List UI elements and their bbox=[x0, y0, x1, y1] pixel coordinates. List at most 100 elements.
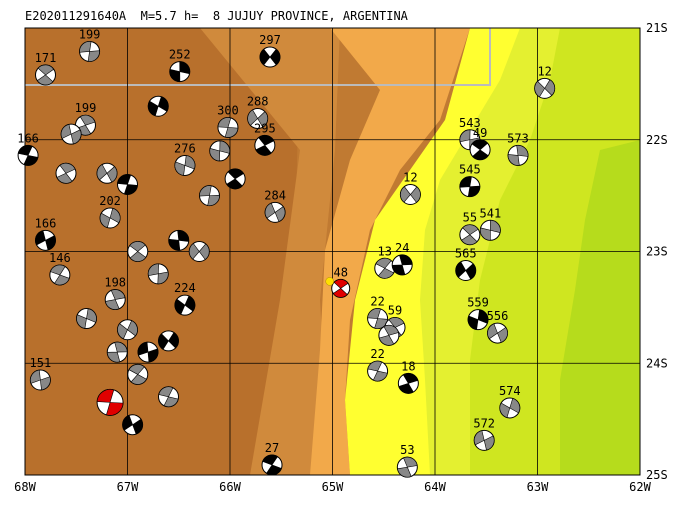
beachball bbox=[378, 324, 400, 346]
compression-quadrant bbox=[96, 389, 124, 416]
beachball: 151 bbox=[30, 356, 51, 391]
compression-quadrant bbox=[147, 96, 169, 117]
beachball bbox=[117, 319, 138, 341]
compression-quadrant bbox=[158, 386, 179, 408]
compression-quadrant bbox=[400, 186, 421, 203]
x-label: 66W bbox=[219, 480, 241, 494]
beachball bbox=[224, 168, 246, 190]
compression-quadrant bbox=[168, 230, 190, 251]
compression-quadrant bbox=[129, 241, 147, 262]
beachball bbox=[55, 162, 77, 184]
compression-quadrant bbox=[30, 369, 51, 391]
depth-label: 24 bbox=[395, 241, 409, 255]
beachball: 199 bbox=[79, 27, 101, 62]
depth-label: 565 bbox=[455, 246, 477, 260]
compression-quadrant bbox=[174, 155, 196, 176]
compression-quadrant bbox=[99, 207, 121, 228]
compression-quadrant bbox=[455, 261, 477, 280]
compression-quadrant bbox=[332, 279, 349, 298]
beachball: 573 bbox=[507, 131, 529, 166]
beachball bbox=[76, 308, 97, 330]
depth-label: 559 bbox=[467, 296, 489, 310]
compression-quadrant bbox=[367, 360, 388, 382]
compression-quadrant bbox=[507, 145, 529, 166]
beachball: 543 bbox=[459, 116, 481, 151]
compression-quadrant bbox=[262, 454, 282, 476]
depth-label: 574 bbox=[499, 384, 521, 398]
beachball: 252 bbox=[169, 48, 191, 83]
beachball bbox=[199, 185, 220, 207]
beachball bbox=[96, 162, 118, 184]
y-label: 25S bbox=[646, 468, 668, 482]
compression-quadrant bbox=[158, 332, 179, 350]
beachball bbox=[106, 341, 128, 363]
x-label: 62W bbox=[629, 480, 651, 494]
beachball bbox=[168, 229, 190, 251]
depth-label: 543 bbox=[459, 116, 481, 130]
beachball: 300 bbox=[217, 103, 239, 138]
x-label: 67W bbox=[117, 480, 139, 494]
compression-quadrant bbox=[247, 109, 268, 128]
compression-quadrant bbox=[378, 324, 399, 346]
x-label: 68W bbox=[14, 480, 36, 494]
beachball: 198 bbox=[104, 276, 126, 311]
compression-quadrant bbox=[480, 219, 501, 241]
beachball bbox=[147, 263, 169, 285]
x-label: 65W bbox=[322, 480, 344, 494]
epicenter bbox=[325, 277, 334, 286]
compression-quadrant bbox=[471, 139, 489, 161]
beachball bbox=[127, 363, 149, 385]
depth-label: 49 bbox=[473, 126, 487, 140]
compression-quadrant bbox=[56, 162, 76, 184]
compression-quadrant bbox=[189, 243, 210, 260]
beachball: 24 bbox=[391, 241, 413, 276]
beachball: 146 bbox=[49, 251, 71, 286]
compression-quadrant bbox=[50, 264, 70, 286]
depth-label: 284 bbox=[264, 188, 286, 202]
beachball: 295 bbox=[254, 121, 276, 156]
depth-label: 556 bbox=[487, 309, 509, 323]
depth-label: 224 bbox=[174, 281, 196, 295]
compression-quadrant bbox=[174, 295, 196, 315]
compression-quadrant bbox=[79, 41, 100, 62]
beachball: 572 bbox=[473, 416, 495, 451]
beachball bbox=[60, 123, 82, 145]
compression-quadrant bbox=[459, 176, 481, 197]
beachball: 166 bbox=[35, 216, 56, 251]
beachball bbox=[96, 388, 124, 416]
depth-label: 276 bbox=[174, 141, 196, 155]
depth-label: 199 bbox=[79, 27, 101, 41]
beachball: 27 bbox=[261, 441, 283, 476]
compression-quadrant bbox=[398, 373, 419, 394]
depth-label: 252 bbox=[169, 48, 191, 62]
compression-quadrant bbox=[117, 320, 138, 340]
compression-quadrant bbox=[60, 124, 82, 145]
beachball: 171 bbox=[35, 51, 56, 86]
beachball bbox=[122, 414, 144, 436]
x-label: 64W bbox=[424, 480, 446, 494]
depth-label: 18 bbox=[401, 359, 415, 373]
depth-label: 297 bbox=[259, 33, 281, 47]
depth-label: 55 bbox=[463, 211, 477, 225]
beachball bbox=[158, 386, 179, 408]
compression-quadrant bbox=[217, 117, 239, 138]
title: E202011291640A M=5.7 h= 8 JUJUY PROVINCE… bbox=[25, 9, 409, 23]
beachball bbox=[188, 241, 210, 262]
compression-quadrant bbox=[461, 224, 479, 245]
compression-quadrant bbox=[255, 135, 275, 156]
depth-label: 146 bbox=[49, 251, 71, 265]
beachball: 48 bbox=[331, 265, 351, 298]
beachball: 202 bbox=[99, 194, 121, 229]
compression-quadrant bbox=[96, 164, 118, 183]
depth-label: 59 bbox=[388, 303, 402, 317]
compression-quadrant bbox=[259, 48, 281, 66]
depth-label: 53 bbox=[400, 443, 414, 457]
compression-quadrant bbox=[169, 61, 191, 82]
y-label: 23S bbox=[646, 245, 668, 259]
depth-label: 13 bbox=[378, 244, 392, 258]
compression-quadrant bbox=[226, 168, 245, 190]
beachball: 13 bbox=[374, 244, 396, 279]
compression-quadrant bbox=[487, 323, 508, 343]
y-label: 24S bbox=[646, 356, 668, 370]
depth-label: 199 bbox=[75, 101, 97, 115]
